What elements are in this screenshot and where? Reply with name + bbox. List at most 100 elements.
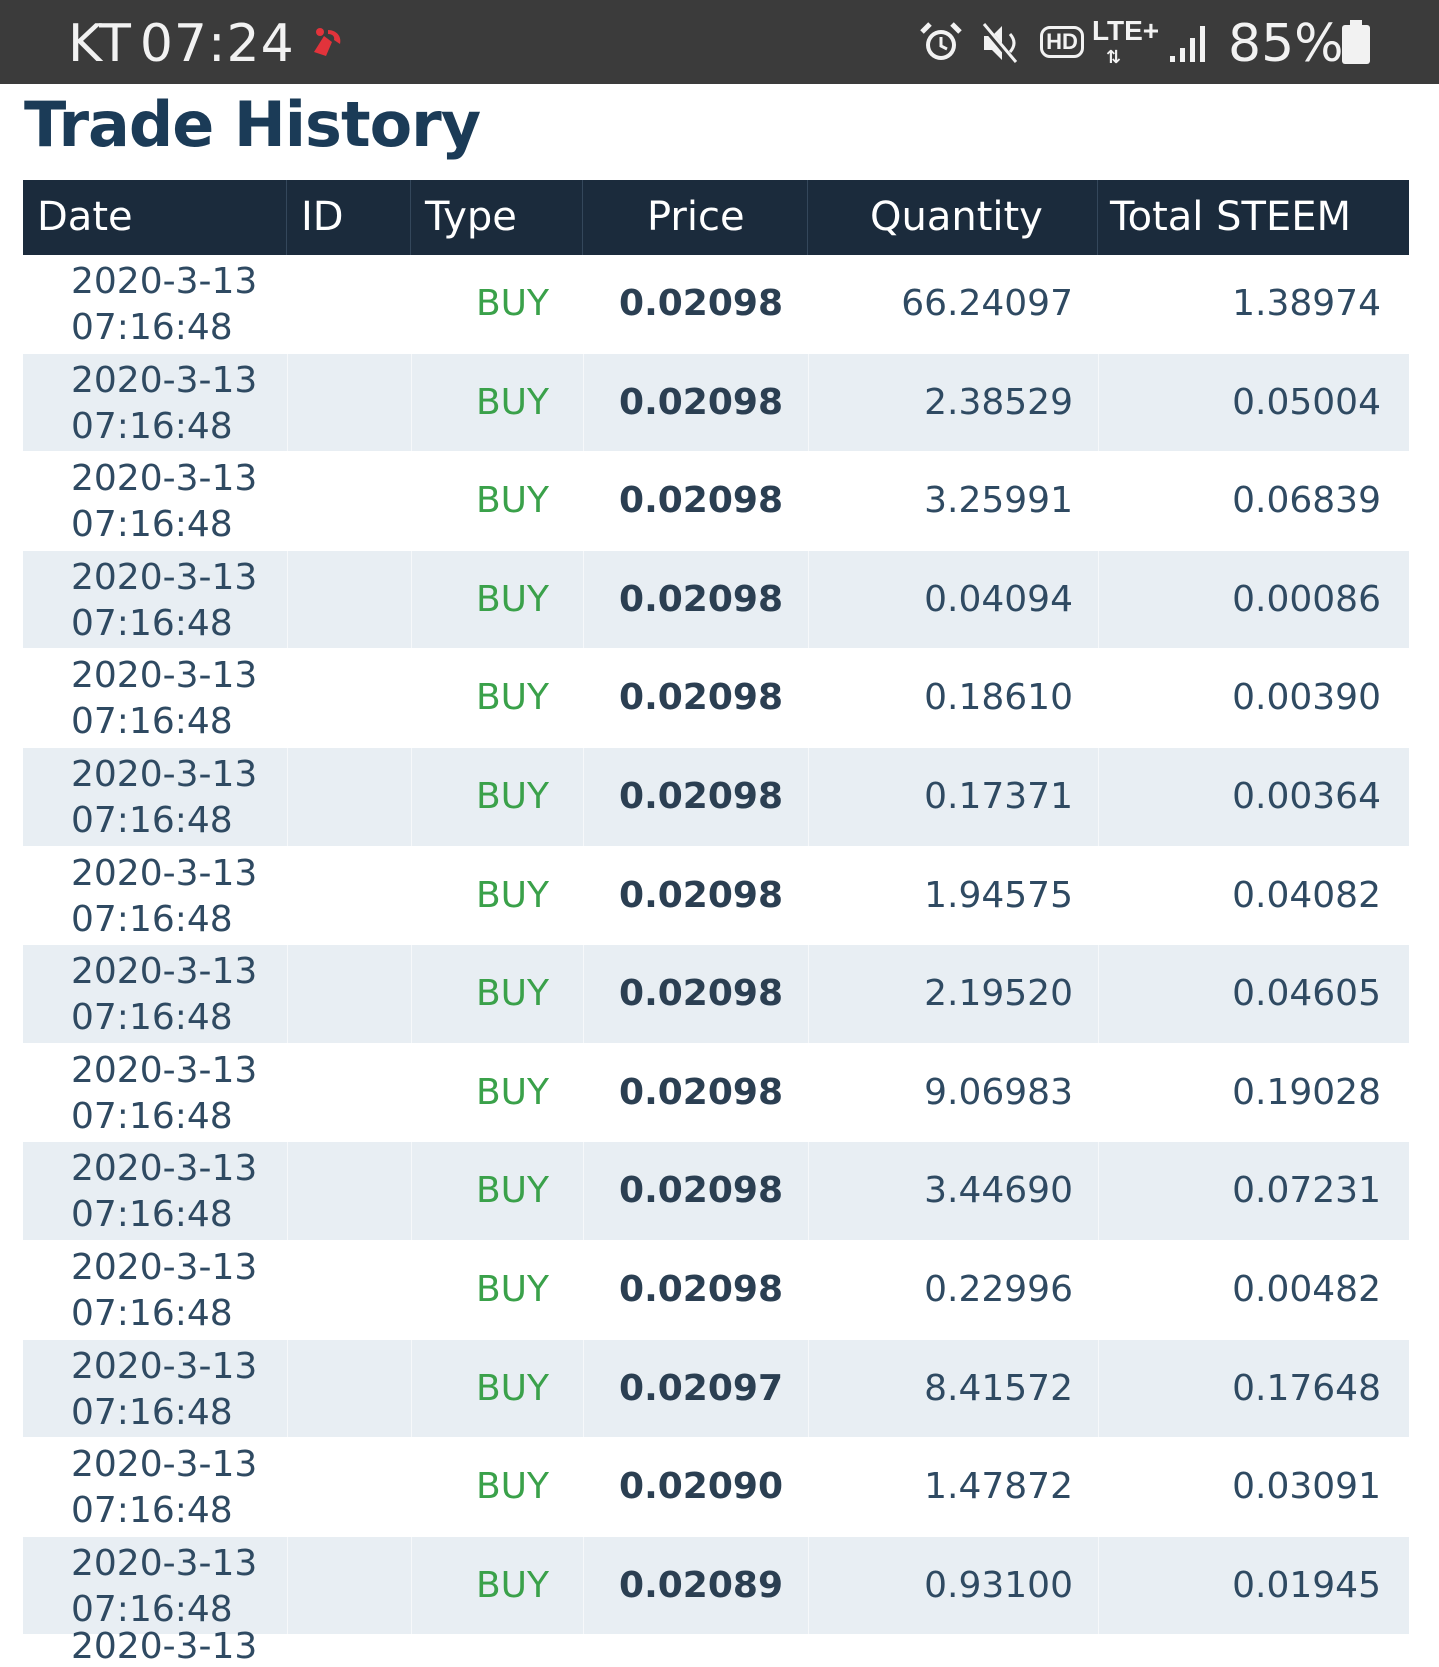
table-header: Date ID Type Price Quantity Total STEEM xyxy=(23,180,1409,255)
table-row: 2020-3-13 07:16:48 BUY 0.02098 0.17371 0… xyxy=(23,747,1409,847)
trade-time: 07:16:48 xyxy=(71,405,233,447)
trade-time: 07:16:48 xyxy=(71,1095,233,1137)
cell-quantity: 2.19520 xyxy=(924,973,1073,1015)
partial-row-date: 2020-3-13 xyxy=(71,1626,258,1667)
battery-icon xyxy=(1342,20,1370,64)
cell-type: BUY xyxy=(475,480,549,522)
cell-date: 2020-3-13 07:16:48 xyxy=(23,945,287,1043)
cell-quantity: 1.94575 xyxy=(924,874,1073,916)
hd-label: HD xyxy=(1046,29,1078,54)
table-row: 2020-3-13 07:16:48 BUY 0.02089 0.93100 0… xyxy=(23,1536,1409,1636)
cell-total-steem: 0.05004 xyxy=(1232,381,1381,423)
column-divider xyxy=(808,1240,809,1339)
alarm-icon xyxy=(920,22,962,60)
cell-type: BUY xyxy=(475,677,549,719)
trade-time: 07:16:48 xyxy=(71,307,233,348)
column-divider xyxy=(411,747,412,846)
cell-total-steem: 0.03091 xyxy=(1232,1466,1381,1508)
column-divider xyxy=(1098,255,1099,353)
column-divider xyxy=(1098,1438,1099,1536)
cell-price: 0.02098 xyxy=(619,775,783,817)
trade-date: 2020-3-13 xyxy=(71,1444,258,1486)
cell-total-steem: 0.00364 xyxy=(1232,775,1381,817)
column-divider xyxy=(287,452,288,550)
cell-total-steem: 0.17648 xyxy=(1232,1367,1381,1409)
column-header-date[interactable]: Date xyxy=(23,180,287,255)
cell-date: 2020-3-13 07:16:48 xyxy=(23,649,287,747)
cell-price: 0.02089 xyxy=(619,1564,783,1606)
cell-price: 0.02097 xyxy=(619,1367,783,1409)
table-row: 2020-3-13 07:16:48 BUY 0.02098 0.04094 0… xyxy=(23,550,1409,650)
carrier-clock: KT 07:24 xyxy=(68,14,295,74)
column-divider xyxy=(1098,649,1099,747)
table-row: 2020-3-13 07:16:48 BUY 0.02098 9.06983 0… xyxy=(23,1043,1409,1143)
cell-price: 0.02098 xyxy=(619,1170,783,1212)
cell-type: BUY xyxy=(475,775,549,817)
lte-label: LTE+ xyxy=(1092,15,1160,46)
column-divider xyxy=(1098,1536,1099,1635)
cell-total-steem: 0.07231 xyxy=(1232,1170,1381,1212)
cell-quantity: 0.22996 xyxy=(924,1268,1073,1310)
column-divider xyxy=(287,1438,288,1536)
column-divider xyxy=(287,945,288,1043)
column-divider xyxy=(287,255,288,353)
cell-total-steem: 0.06839 xyxy=(1232,480,1381,522)
cell-price: 0.02098 xyxy=(619,381,783,423)
cell-total-steem: 1.38974 xyxy=(1232,283,1381,324)
cell-price: 0.02098 xyxy=(619,973,783,1015)
column-divider xyxy=(808,255,809,353)
trade-time: 07:16:48 xyxy=(71,1194,233,1236)
column-divider xyxy=(287,1536,288,1635)
trade-date: 2020-3-13 xyxy=(71,1148,258,1190)
cell-type: BUY xyxy=(475,1367,549,1409)
table-row: 2020-3-13 07:16:48 BUY 0.02098 0.18610 0… xyxy=(23,649,1409,748)
column-header-total-steem[interactable]: Total STEEM xyxy=(1110,194,1352,240)
cell-price: 0.02098 xyxy=(619,480,783,522)
trade-time: 07:16:48 xyxy=(71,504,233,546)
cell-quantity: 0.17371 xyxy=(924,775,1073,817)
cell-quantity: 3.44690 xyxy=(924,1170,1073,1212)
cell-quantity: 1.47872 xyxy=(924,1466,1073,1508)
trade-date: 2020-3-13 xyxy=(71,261,258,302)
column-divider xyxy=(583,846,584,945)
table-row: 2020-3-13 07:16:48 BUY 0.02098 1.94575 0… xyxy=(23,846,1409,946)
cell-price: 0.02098 xyxy=(619,1268,783,1310)
column-header-price[interactable]: Price xyxy=(583,180,808,255)
cell-date: 2020-3-13 07:16:48 xyxy=(23,847,287,945)
column-divider xyxy=(287,747,288,846)
cell-type: BUY xyxy=(475,381,549,423)
trade-date: 2020-3-13 xyxy=(71,1345,258,1387)
cell-price: 0.02098 xyxy=(619,874,783,916)
column-divider xyxy=(411,649,412,747)
trade-date: 2020-3-13 xyxy=(71,655,258,697)
cell-price: 0.02098 xyxy=(619,677,783,719)
table-body: 2020-3-13 07:16:48 BUY 0.02098 66.24097 … xyxy=(23,255,1409,1636)
trade-time: 07:16:48 xyxy=(71,997,233,1039)
column-header-type[interactable]: Type xyxy=(411,180,583,255)
cell-date: 2020-3-13 07:16:48 xyxy=(23,1241,287,1339)
column-divider xyxy=(808,747,809,846)
column-divider xyxy=(1098,1142,1099,1240)
column-divider xyxy=(583,550,584,649)
trade-time: 07:16:48 xyxy=(71,1588,233,1630)
trade-history-table: Date ID Type Price Quantity Total STEEM … xyxy=(23,180,1409,1636)
column-divider xyxy=(808,1043,809,1142)
cell-total-steem: 0.01945 xyxy=(1232,1564,1381,1606)
cell-total-steem: 0.00086 xyxy=(1232,578,1381,620)
cell-total-steem: 0.04082 xyxy=(1232,874,1381,916)
cell-type: BUY xyxy=(475,283,549,324)
cell-type: BUY xyxy=(475,1564,549,1606)
column-header-id[interactable]: ID xyxy=(287,180,411,255)
lte-plus-icon: LTE+ ⇅ xyxy=(1092,14,1162,70)
column-divider xyxy=(583,1142,584,1240)
column-divider xyxy=(808,649,809,747)
cell-date: 2020-3-13 07:16:48 xyxy=(23,551,287,649)
trade-time: 07:16:48 xyxy=(71,799,233,841)
cell-date: 2020-3-13 07:16:48 xyxy=(23,255,287,353)
column-divider xyxy=(411,945,412,1043)
column-divider xyxy=(583,1536,584,1635)
column-divider xyxy=(411,1043,412,1142)
carrier-label: KT xyxy=(68,14,132,74)
column-header-quantity[interactable]: Quantity xyxy=(808,180,1098,255)
column-divider xyxy=(1098,747,1099,846)
